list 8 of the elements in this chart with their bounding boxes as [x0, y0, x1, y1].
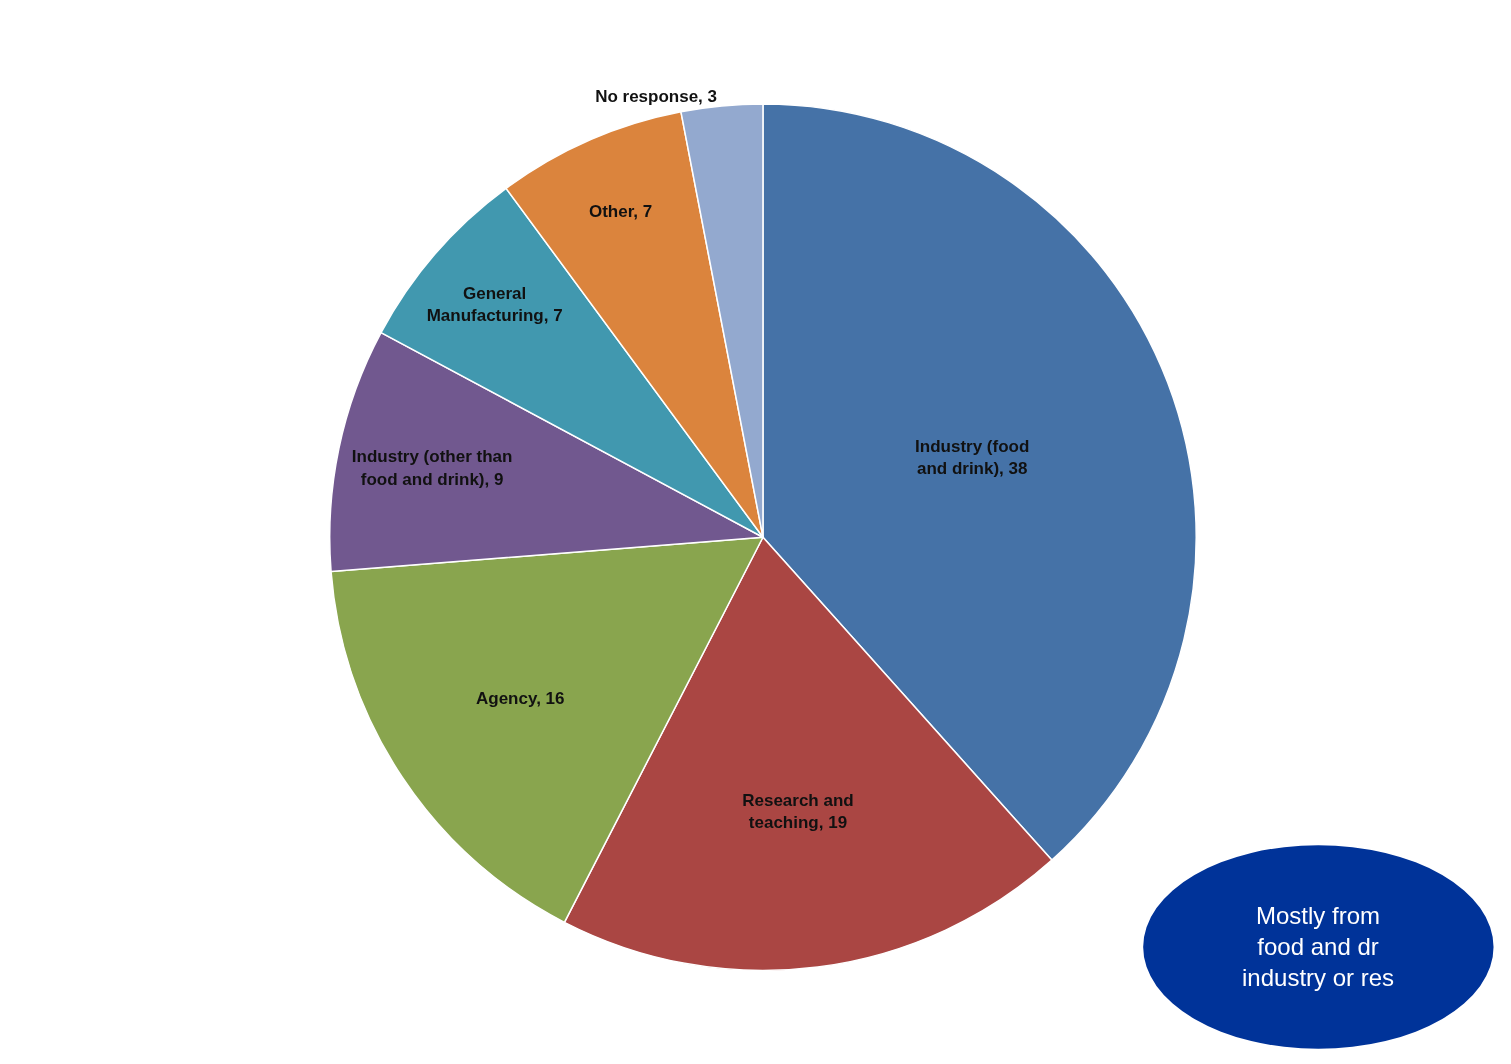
- slice-label: Research and teaching, 19: [742, 790, 854, 833]
- slice-label: No response, 3: [595, 87, 718, 107]
- text: Mostly from food and dr industry or res: [1242, 902, 1395, 992]
- slice-label: Agency, 16: [475, 689, 565, 709]
- slice-label: Other, 7: [588, 202, 653, 222]
- slice-label: Industry (food and drink), 38: [915, 436, 1030, 478]
- slice-label: General Manufacturing, 7: [426, 284, 563, 326]
- slice-label: Industry (other than food and drink), 9: [351, 447, 513, 489]
